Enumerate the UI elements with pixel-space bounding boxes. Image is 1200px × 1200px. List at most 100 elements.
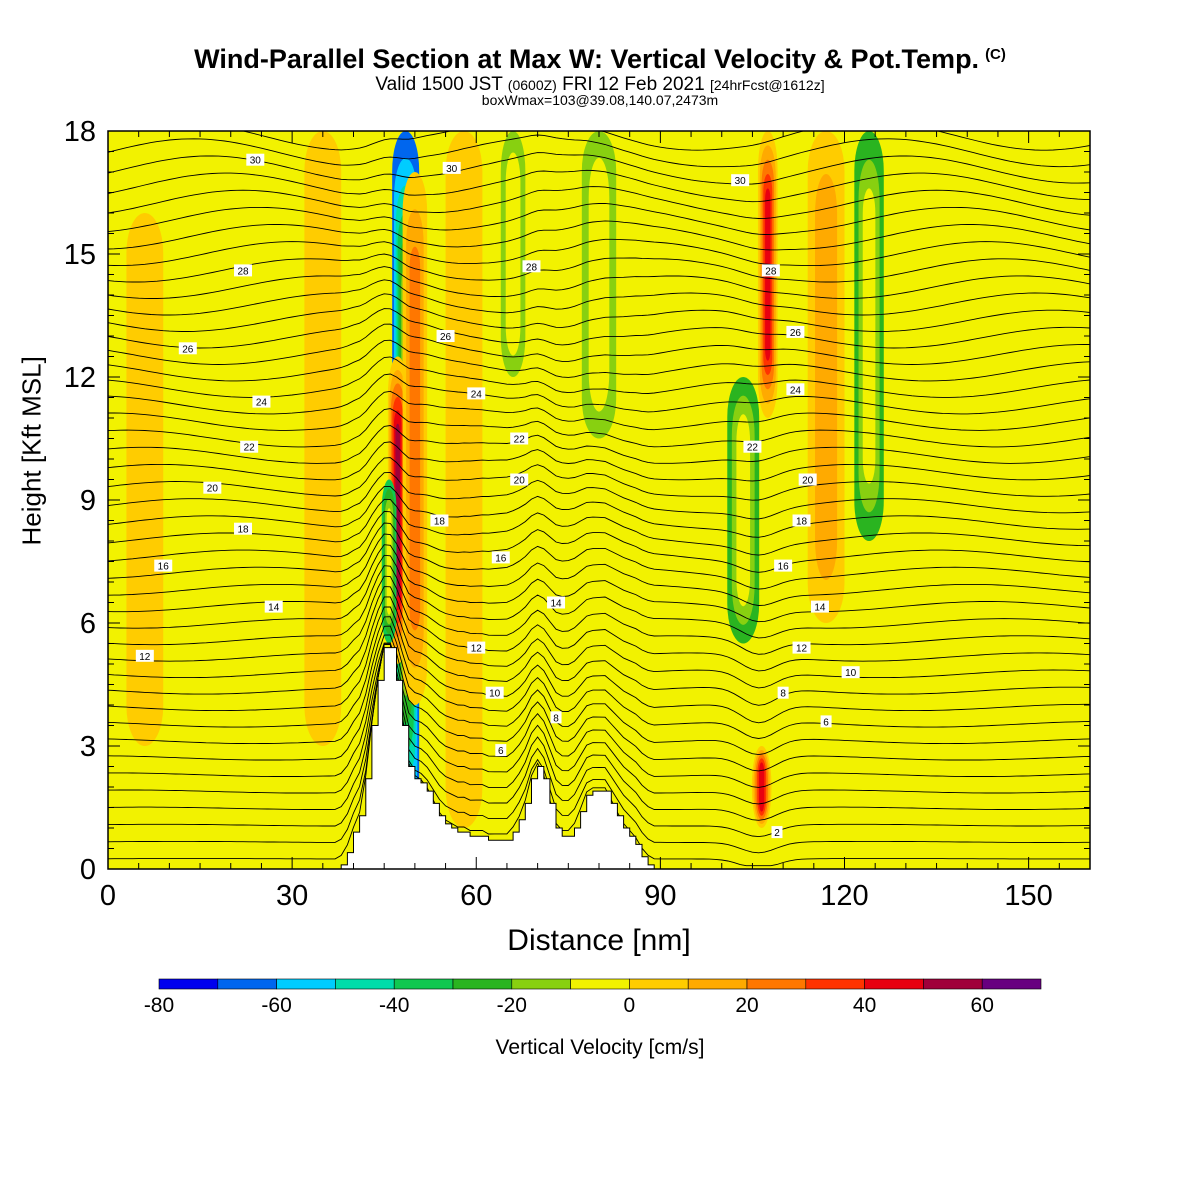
contour-label: 30: [246, 153, 265, 167]
contour-label: 24: [252, 395, 271, 409]
contour-label-bg: [510, 473, 529, 486]
contour-label: 26: [436, 330, 455, 343]
theta-contour: [108, 356, 1090, 398]
contour-label-text: 28: [237, 266, 249, 277]
terrain-surface: [108, 647, 1090, 869]
contour-label-text: 18: [237, 525, 249, 536]
y-tick-label: 15: [64, 239, 96, 271]
contour-label-bg: [792, 641, 811, 654]
colorbar-tick-label: 40: [853, 994, 876, 1017]
colorbar-swatch: [452, 978, 513, 990]
contour-label-bg: [246, 153, 265, 166]
theta-contour: [108, 390, 1090, 431]
contour-label-bg: [442, 161, 461, 174]
colorbar-swatch: [393, 978, 454, 990]
theta-contour: [108, 169, 1090, 203]
contour-label: 8: [550, 711, 562, 724]
contour-label-bg: [774, 559, 793, 572]
velocity-band: [862, 188, 876, 484]
theta-contour: [108, 186, 1090, 219]
theta-contour: [108, 533, 1090, 606]
contour-label: 24: [786, 383, 805, 396]
contour-label: 24: [467, 387, 486, 400]
contour-label: 16: [774, 559, 793, 573]
contour-label-text: 18: [434, 517, 446, 528]
contour-label-text: 10: [489, 689, 501, 700]
theta-contour: [108, 408, 1090, 448]
x-axis-label: Distance [nm]: [507, 924, 690, 957]
contour-label: 20: [510, 473, 529, 487]
valid-date: FRI 12 Feb 2021: [562, 74, 705, 95]
theta-contour: [108, 131, 1090, 151]
contour-label-text: 30: [446, 164, 458, 175]
contour-label-text: 24: [471, 389, 483, 400]
theta-contour: [108, 220, 1090, 251]
theta-contour: [108, 642, 1090, 788]
colorbar-tick-label: 60: [971, 994, 994, 1017]
theta-contour: [108, 596, 1090, 706]
velocity-band: [736, 414, 751, 607]
contour-label-bg: [522, 260, 541, 273]
contour-label-text: 12: [139, 652, 151, 663]
contour-label-bg: [491, 551, 510, 564]
theta-contour: [108, 373, 1090, 415]
contour-label-bg: [430, 514, 449, 527]
contour-label-bg: [792, 514, 811, 527]
velocity-plume: [304, 131, 342, 746]
copyright-mark: (C): [985, 46, 1006, 63]
potential-temperature-contours: [108, 131, 1090, 867]
colorbar-swatch: [746, 978, 807, 990]
contour-label: 20: [798, 473, 817, 487]
theta-contour: [108, 643, 1090, 821]
colorbar-swatch: [629, 978, 689, 990]
contour-label-bg: [550, 711, 562, 724]
contour-label-bg: [234, 522, 253, 535]
x-tick-label: 60: [460, 880, 492, 912]
contour-label-bg: [786, 325, 805, 338]
contour-label: 30: [442, 161, 461, 175]
contour-label: 22: [240, 440, 259, 454]
theta-contour: [108, 253, 1090, 283]
colorbar-tick-label: -20: [497, 994, 527, 1017]
y-tick-label: 12: [64, 362, 96, 394]
contour-label-text: 8: [553, 713, 559, 724]
x-tick-label: 150: [1004, 880, 1052, 912]
y-tick-label: 9: [80, 485, 96, 517]
contour-label-text: 14: [268, 603, 280, 614]
chart-title: Wind-Parallel Section at Max W: Vertical…: [0, 44, 1200, 75]
contour-label-bg: [495, 744, 507, 757]
contour-label-text: 16: [778, 562, 790, 573]
contour-label: 28: [761, 264, 780, 277]
velocity-band: [126, 213, 164, 746]
theta-contour: [108, 202, 1090, 235]
contour-label-bg: [178, 342, 197, 355]
contour-label-bg: [743, 440, 762, 453]
y-tick-label: 18: [64, 116, 96, 148]
x-tick-label: 0: [100, 880, 116, 912]
contour-label-text: 20: [207, 484, 219, 495]
theta-contour: [108, 293, 1090, 332]
contour-label-text: 20: [802, 476, 814, 487]
colorbar-tick-label: -80: [144, 994, 174, 1017]
theta-contour: [108, 134, 1090, 168]
theta-contour: [108, 643, 1090, 838]
colorbar-swatch: [335, 978, 395, 990]
contour-label-bg: [154, 559, 173, 572]
contour-label: 12: [467, 641, 486, 655]
x-tick-label: 120: [820, 880, 868, 912]
colorbar-swatch: [158, 978, 219, 990]
colorbar-tick-label: -40: [379, 994, 409, 1017]
colorbar-swatch: [864, 978, 924, 990]
velocity-plume: [807, 131, 845, 623]
theta-contour: [108, 339, 1090, 382]
contour-label-bg: [841, 666, 860, 679]
contour-label-bg: [786, 383, 805, 396]
contour-label: 16: [491, 551, 510, 564]
velocity-plume: [500, 131, 526, 377]
theta-contour: [108, 643, 1090, 805]
contour-label-text: 12: [796, 644, 808, 655]
contour-label-text: 16: [158, 562, 170, 573]
contour-label: 10: [485, 686, 504, 700]
colorbar-swatch: [217, 978, 277, 990]
contour-label-text: 22: [747, 443, 759, 454]
